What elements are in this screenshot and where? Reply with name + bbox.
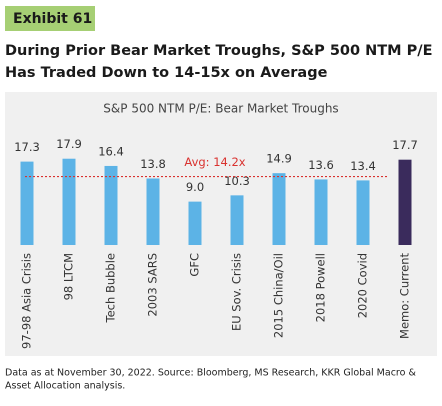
exhibit-label: Exhibit 61 [13, 11, 92, 27]
data-label: 13.4 [350, 159, 376, 173]
heading: During Prior Bear Market Troughs, S&P 50… [5, 43, 432, 59]
x-tick-label: 98 LTCM [62, 253, 76, 300]
bar [398, 159, 412, 245]
x-tick-label: 2018 Powell [314, 253, 328, 322]
chart-title: S&P 500 NTM P/E: Bear Market Troughs [103, 102, 338, 116]
x-tick-label: 2020 Covid [356, 253, 370, 318]
bar [146, 178, 160, 245]
heading: Has Traded Down to 14-15x on Average [5, 65, 328, 81]
data-label: 13.6 [308, 158, 334, 172]
footnote: Data as at November 30, 2022. Source: Bl… [5, 368, 416, 379]
data-label: 17.9 [56, 137, 82, 151]
exhibit-badge [5, 6, 95, 31]
data-label: 10.3 [224, 174, 250, 188]
bar [356, 180, 370, 245]
x-tick-label: GFC [188, 253, 202, 277]
bar [188, 201, 202, 245]
data-label: 16.4 [98, 144, 124, 158]
bar [230, 195, 244, 245]
x-tick-label: EU Sov. Crisis [230, 253, 244, 331]
average-label: Avg: 14.2x [184, 155, 245, 169]
x-tick-label: Memo: Current [398, 253, 412, 339]
footnote: Asset Allocation analysis. [5, 381, 125, 392]
bar [272, 173, 286, 245]
x-tick-label: 2003 SARS [146, 253, 160, 317]
data-label: 17.3 [14, 140, 40, 154]
bar [62, 158, 76, 245]
bar [104, 165, 118, 245]
x-tick-label: 2015 China/Oil [272, 253, 286, 338]
bar [314, 179, 328, 245]
data-label: 17.7 [392, 138, 418, 152]
data-label: 14.9 [266, 152, 292, 166]
bar [20, 161, 34, 245]
data-label: 9.0 [186, 180, 204, 194]
x-tick-label: 97-98 Asia Crisis [20, 253, 34, 349]
x-tick-label: Tech Bubble [104, 253, 118, 323]
data-label: 13.8 [140, 157, 166, 171]
